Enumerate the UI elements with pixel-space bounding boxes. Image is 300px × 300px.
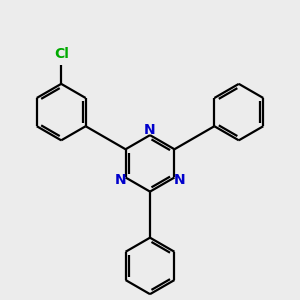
Text: N: N	[115, 173, 127, 188]
Text: N: N	[173, 173, 185, 188]
Text: N: N	[144, 123, 156, 137]
Text: Cl: Cl	[54, 47, 69, 61]
